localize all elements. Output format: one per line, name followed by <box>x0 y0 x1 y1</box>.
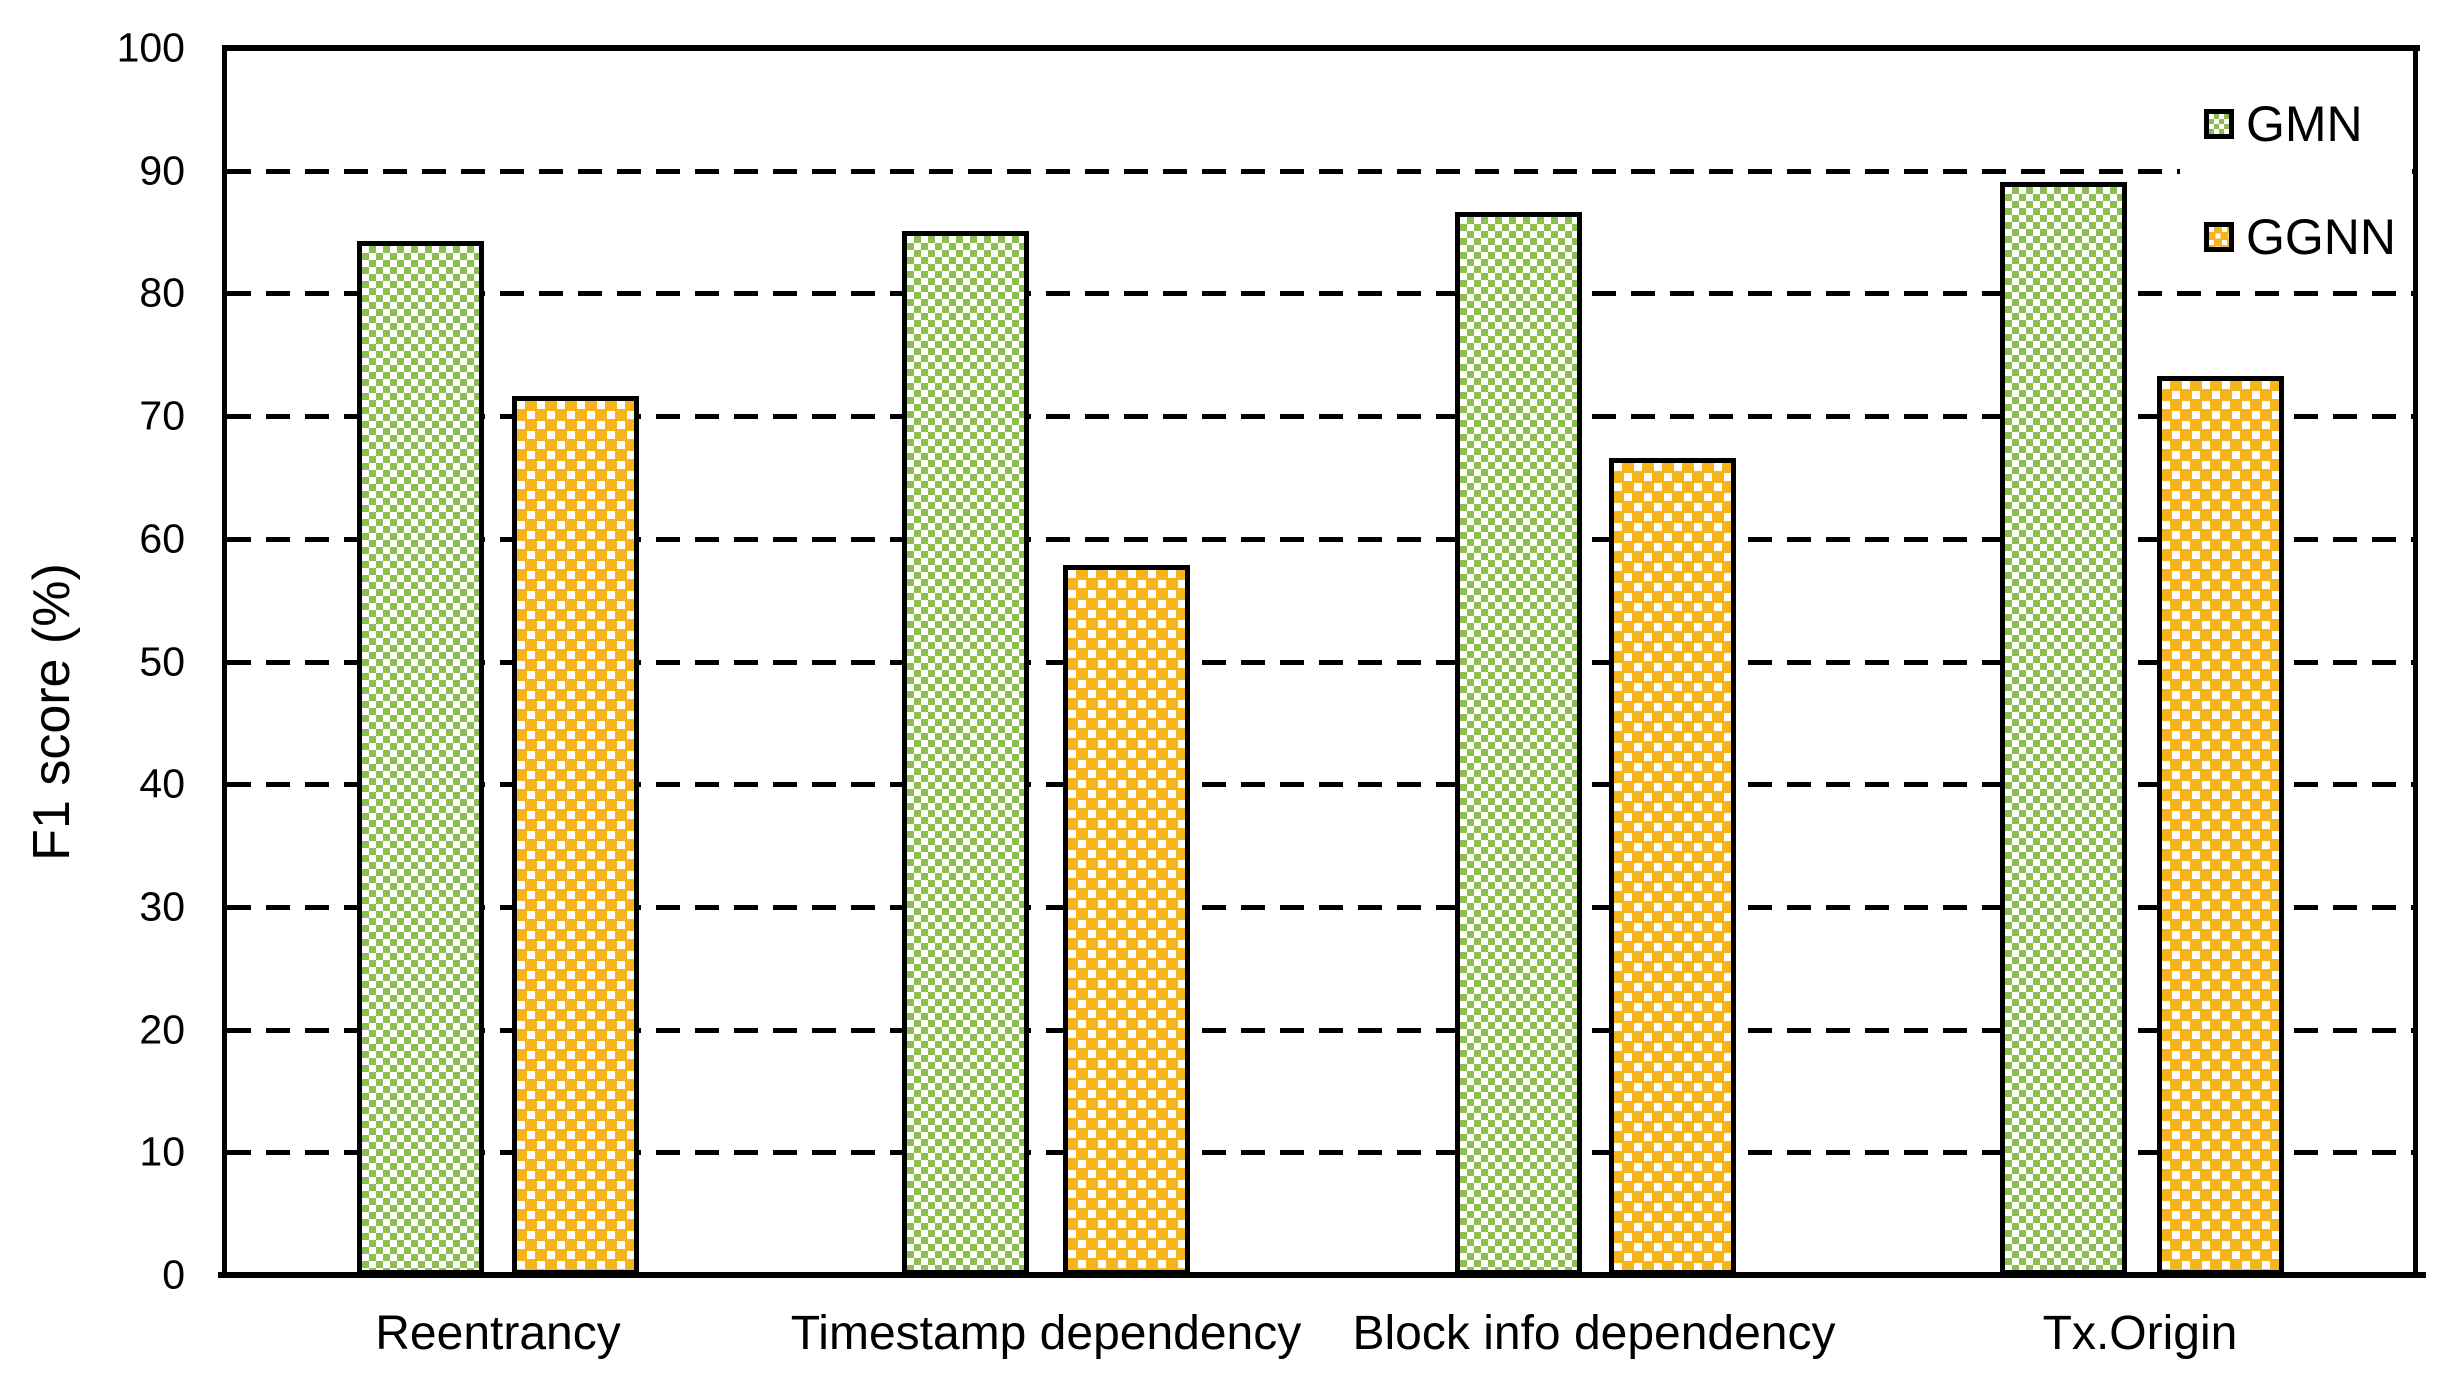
legend-item-ggnn: GGNN <box>2204 212 2412 262</box>
bar-ggnn-tx-origin <box>2157 376 2284 1275</box>
gridline-70 <box>227 414 2413 420</box>
bar-gmn-reentrancy <box>357 241 484 1275</box>
legend: GMN GGNN <box>2180 88 2412 270</box>
y-tick-label-10: 10 <box>139 1128 185 1175</box>
y-tick-label-30: 30 <box>139 883 185 930</box>
gridline-40 <box>227 782 2413 788</box>
plot-border-right <box>2413 45 2418 1278</box>
y-tick-label-70: 70 <box>139 392 185 439</box>
gridline-80 <box>227 291 2413 297</box>
gridline-10 <box>227 1150 2413 1156</box>
y-tick-label-60: 60 <box>139 515 185 562</box>
bar-ggnn-timestamp-dependency <box>1063 565 1190 1275</box>
y-tick-label-20: 20 <box>139 1006 185 1053</box>
bar-ggnn-block-info-dependency <box>1609 458 1736 1275</box>
gridline-90 <box>227 168 2413 174</box>
y-tick-label-50: 50 <box>139 638 185 684</box>
gridline-60 <box>227 536 2413 542</box>
gridline-30 <box>227 904 2413 910</box>
x-category-label-reentrancy: Reentrancy <box>375 1307 621 1360</box>
bar-gmn-block-info-dependency <box>1455 212 1582 1275</box>
y-tick-label-90: 90 <box>139 147 185 194</box>
gridline-20 <box>227 1027 2413 1033</box>
legend-label-ggnn: GGNN <box>2246 209 2396 265</box>
y-axis-line <box>222 45 227 1278</box>
gridline-50 <box>227 659 2413 665</box>
y-tick-label-80: 80 <box>139 269 185 316</box>
legend-item-gmn: GMN <box>2204 99 2412 149</box>
y-tick-label-100: 100 <box>116 24 185 71</box>
bar-gmn-tx-origin <box>2000 182 2127 1275</box>
bar-ggnn-reentrancy <box>512 396 639 1275</box>
legend-label-gmn: GMN <box>2246 96 2363 152</box>
x-category-label-timestamp-dependency: Timestamp dependency <box>790 1307 1302 1360</box>
bar-gmn-timestamp-dependency <box>902 231 1029 1275</box>
plot-border-top <box>222 45 2420 51</box>
ggnn-swatch-icon <box>2204 222 2234 252</box>
gmn-swatch-icon <box>2204 109 2234 139</box>
x-category-label-tx-origin: Tx.Origin <box>2042 1307 2238 1360</box>
y-tick-label-0: 0 <box>162 1251 185 1298</box>
x-category-label-block-info-dependency: Block info dependency <box>1352 1307 1836 1360</box>
x-axis-line <box>218 1272 2426 1278</box>
y-tick-label-40: 40 <box>139 760 185 807</box>
